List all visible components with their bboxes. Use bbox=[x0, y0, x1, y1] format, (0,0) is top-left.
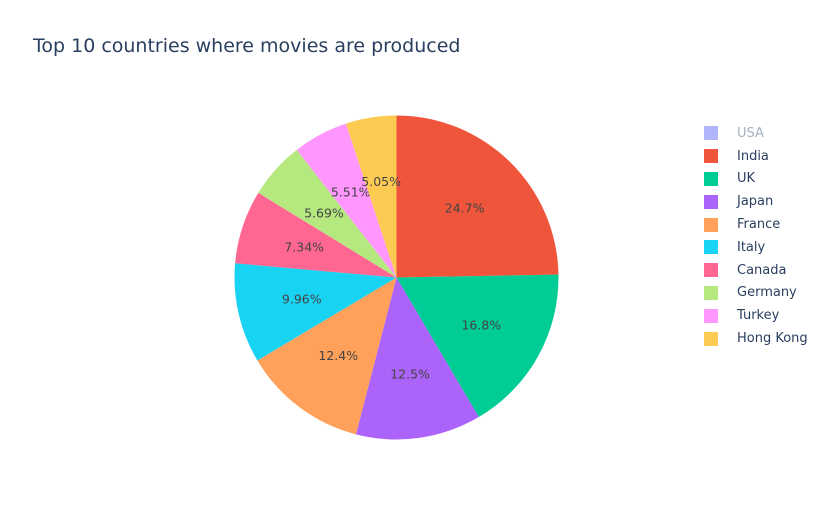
legend-swatch bbox=[704, 171, 718, 186]
legend-item-italy[interactable]: Italy bbox=[704, 236, 808, 259]
legend-label: Germany bbox=[737, 285, 797, 301]
pie-slice-hong-kong[interactable] bbox=[345, 115, 397, 278]
pie-slice-germany[interactable] bbox=[258, 149, 397, 278]
pie-label-canada: 7.34% bbox=[284, 240, 324, 255]
pie-slice-france[interactable] bbox=[257, 277, 397, 435]
legend-item-usa[interactable]: USA bbox=[704, 122, 808, 145]
legend-swatch bbox=[704, 308, 718, 323]
legend-item-canada[interactable]: Canada bbox=[704, 259, 808, 282]
chart-title: Top 10 countries where movies are produc… bbox=[33, 35, 461, 57]
legend-label: Japan bbox=[737, 194, 774, 210]
legend-item-hong-kong[interactable]: Hong Kong bbox=[704, 327, 808, 350]
legend-swatch bbox=[704, 331, 718, 346]
legend-swatch bbox=[704, 263, 718, 278]
chart-legend[interactable]: USA India UK Japan France Italy Canada Germany T… bbox=[704, 122, 808, 350]
pie-label-turkey: 5.51% bbox=[331, 184, 371, 199]
legend-swatch bbox=[704, 240, 718, 255]
pie-label-uk: 16.8% bbox=[461, 317, 501, 332]
pie-slice-japan[interactable] bbox=[355, 277, 479, 440]
legend-item-france[interactable]: France bbox=[704, 213, 808, 236]
legend-swatch bbox=[704, 149, 718, 164]
pie-label-japan: 12.5% bbox=[390, 366, 430, 381]
legend-item-japan[interactable]: Japan bbox=[704, 190, 808, 213]
legend-item-uk[interactable]: UK bbox=[704, 168, 808, 191]
pie-label-france: 12.4% bbox=[318, 348, 358, 363]
pie-slice-canada[interactable] bbox=[235, 192, 397, 278]
legend-label: Canada bbox=[737, 262, 787, 278]
pie-slice-turkey[interactable] bbox=[296, 123, 397, 278]
legend-label: Hong Kong bbox=[737, 331, 808, 347]
legend-swatch bbox=[704, 217, 718, 232]
legend-item-india[interactable]: India bbox=[704, 145, 808, 168]
pie-label-hong-kong: 5.05% bbox=[361, 174, 401, 189]
legend-swatch bbox=[704, 194, 718, 209]
pie-slice-india[interactable] bbox=[396, 115, 559, 278]
pie-slice-uk[interactable] bbox=[396, 274, 559, 418]
pie-label-italy: 9.96% bbox=[282, 292, 322, 307]
legend-label: Turkey bbox=[737, 308, 780, 324]
pie-slice-italy[interactable] bbox=[234, 263, 397, 361]
pie-label-india: 24.7% bbox=[445, 201, 485, 216]
legend-label: India bbox=[737, 148, 769, 164]
legend-label: UK bbox=[737, 171, 756, 187]
legend-swatch bbox=[704, 126, 718, 141]
legend-item-germany[interactable]: Germany bbox=[704, 282, 808, 305]
legend-label: USA bbox=[737, 125, 764, 141]
legend-label: France bbox=[737, 217, 781, 233]
legend-label: Italy bbox=[737, 239, 766, 255]
pie-label-germany: 5.69% bbox=[304, 205, 344, 220]
legend-item-turkey[interactable]: Turkey bbox=[704, 304, 808, 327]
legend-swatch bbox=[704, 285, 718, 300]
